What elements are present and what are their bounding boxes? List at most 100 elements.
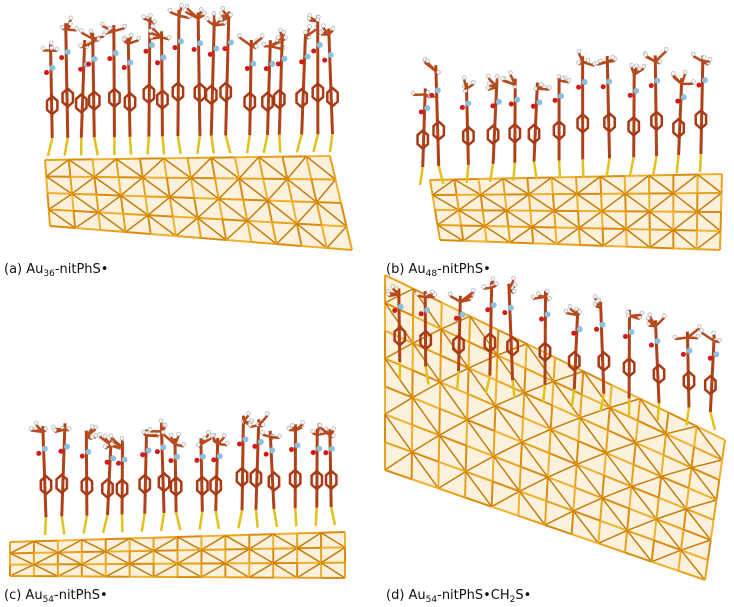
hydrogen [179, 3, 183, 7]
hydrogen [211, 433, 215, 437]
hydrogen [471, 80, 475, 84]
oxygen [58, 449, 63, 454]
gold-bond [626, 229, 650, 230]
gold-bond [173, 217, 198, 218]
oxygen [460, 105, 465, 110]
sulfur-bond [274, 509, 277, 527]
oxygen [107, 56, 112, 61]
gold-bond [121, 196, 145, 197]
gold-bond [545, 501, 546, 525]
carbon-bond [250, 40, 252, 135]
carbon-bond [655, 55, 656, 156]
hydrogen [149, 29, 153, 33]
hydrogen [691, 80, 695, 84]
gold-bond [603, 246, 626, 247]
sulfur-bond [607, 158, 610, 176]
nitrogen [149, 42, 155, 48]
sulfur-bond [197, 136, 200, 154]
hydrogen [44, 427, 48, 431]
figure: (a) Au36-nitPhS• (b) Au48-nitPhS• (c) Au… [0, 0, 734, 607]
gold-bond [466, 446, 467, 472]
carbon-bond [161, 425, 164, 513]
oxygen [211, 457, 216, 462]
gold-bond [552, 177, 576, 178]
hydrogen [261, 431, 265, 435]
hydrogen [41, 47, 45, 51]
gold-bond [58, 540, 82, 541]
hydrogen [304, 30, 308, 34]
hydrogen [149, 35, 153, 39]
gold-bond [552, 178, 553, 195]
hydrogen [567, 78, 571, 82]
hydrogen [68, 22, 72, 26]
gold-bond [82, 539, 106, 540]
nitrogen [160, 444, 166, 450]
carbon-bond [162, 31, 163, 136]
hydrogen [122, 37, 126, 41]
gold-bond [495, 406, 496, 431]
gold-bond [508, 227, 532, 228]
oxygen [36, 451, 41, 456]
sulfur-bond [658, 403, 659, 421]
hydrogen [55, 47, 59, 51]
sulfur-bond [279, 135, 280, 153]
gold-bond [524, 368, 525, 393]
sulfur-bond [161, 513, 164, 531]
carbon-bond [256, 419, 259, 509]
hydrogen [662, 314, 666, 318]
carbon-bond [86, 431, 87, 516]
carbon-bond [701, 56, 703, 154]
oxygen [172, 45, 177, 50]
carbon-bond [198, 12, 200, 135]
gold-bond [493, 456, 494, 481]
carbon-bond [81, 40, 84, 138]
hydrogen [512, 289, 516, 293]
hydrogen [307, 16, 311, 20]
hydrogen [658, 59, 662, 63]
hydrogen [712, 331, 716, 335]
gold-bond [96, 195, 120, 196]
carbon-bond [302, 31, 306, 135]
hydrogen [284, 36, 288, 40]
oxygen [311, 450, 316, 455]
hydrogen [557, 74, 561, 78]
carbon-bond [329, 29, 333, 134]
hydrogen [644, 53, 648, 57]
hydrogen [60, 25, 64, 29]
hydrogen [426, 90, 430, 94]
oxygen [454, 316, 459, 321]
hydrogen [437, 70, 441, 74]
nitrogen [127, 60, 133, 66]
nitrogen [606, 79, 612, 85]
hydrogen [248, 423, 252, 427]
sulfur-bond [420, 167, 423, 185]
hydrogen [161, 430, 165, 434]
gold-bond [496, 355, 497, 380]
hydrogen [79, 28, 83, 32]
sulfur-bond [710, 412, 715, 430]
nitrogen [465, 100, 471, 106]
gold-bond [721, 212, 722, 231]
sulfur-bond [700, 154, 701, 172]
nitrogen [316, 446, 322, 452]
subscript: 36 [43, 269, 54, 279]
oxygen [168, 458, 173, 463]
carbon-bond [425, 291, 426, 366]
gold-bond [627, 247, 650, 248]
nitrogen [545, 311, 551, 317]
sulfur-bond [295, 508, 296, 526]
hydrogen [97, 37, 101, 41]
gold-bond [48, 193, 72, 194]
nitrogen [328, 52, 334, 58]
nitrogen [228, 39, 234, 45]
hydrogen [34, 421, 38, 425]
hydrogen [90, 435, 94, 439]
hydrogen [708, 57, 712, 61]
hydrogen [391, 284, 395, 288]
hydrogen [129, 33, 133, 37]
subscript: 48 [426, 269, 437, 279]
carbon-bond [629, 315, 642, 316]
nitrogen [258, 439, 264, 445]
nitrogen [65, 49, 71, 55]
sulfur-bond [94, 137, 97, 155]
